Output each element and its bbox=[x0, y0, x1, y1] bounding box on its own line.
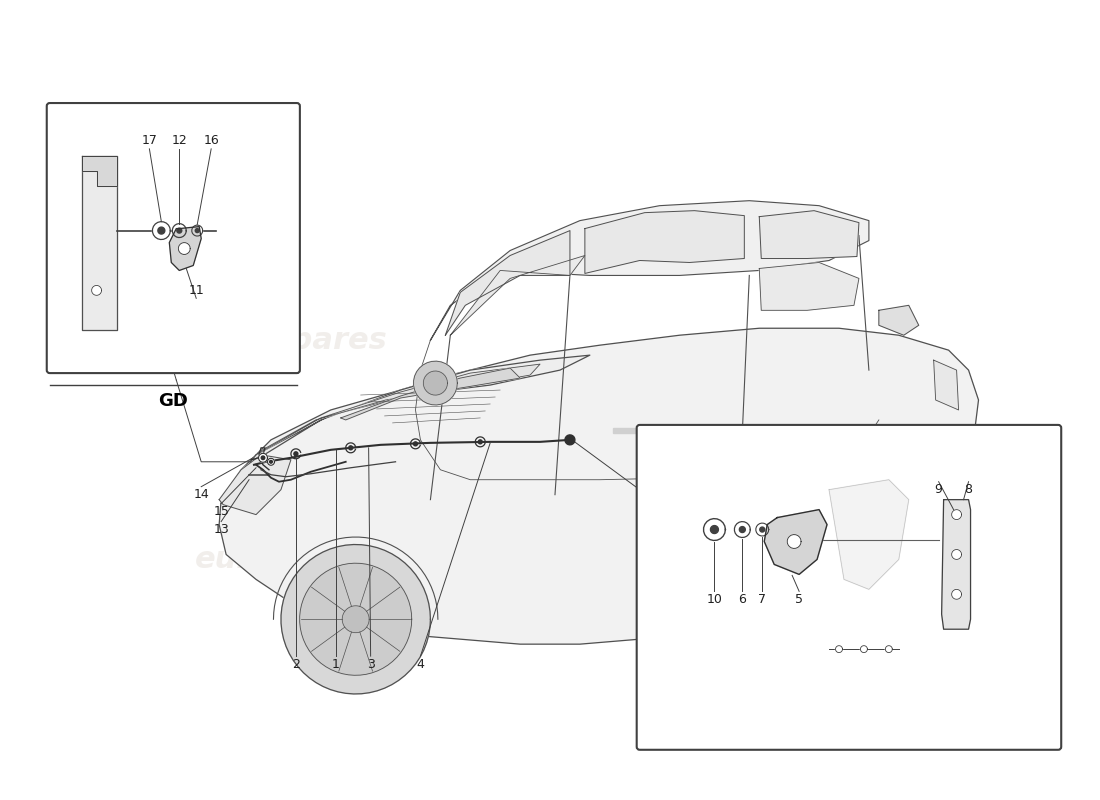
Polygon shape bbox=[342, 606, 370, 633]
Polygon shape bbox=[478, 440, 482, 444]
Polygon shape bbox=[760, 527, 764, 532]
Polygon shape bbox=[759, 262, 859, 310]
Polygon shape bbox=[788, 534, 801, 549]
Text: 6: 6 bbox=[738, 593, 746, 606]
Polygon shape bbox=[191, 225, 202, 236]
Polygon shape bbox=[414, 361, 458, 405]
Polygon shape bbox=[173, 224, 186, 238]
Text: 9: 9 bbox=[935, 483, 943, 496]
Polygon shape bbox=[280, 545, 430, 694]
Polygon shape bbox=[952, 510, 961, 519]
Polygon shape bbox=[739, 526, 746, 533]
Text: 16: 16 bbox=[204, 134, 219, 147]
Polygon shape bbox=[270, 460, 273, 463]
Text: 1: 1 bbox=[332, 658, 340, 670]
Polygon shape bbox=[794, 604, 824, 634]
Polygon shape bbox=[711, 526, 718, 534]
Polygon shape bbox=[219, 328, 979, 644]
Polygon shape bbox=[81, 156, 117, 330]
Text: 3: 3 bbox=[366, 658, 375, 670]
Polygon shape bbox=[196, 229, 199, 233]
Polygon shape bbox=[942, 500, 970, 630]
Polygon shape bbox=[349, 446, 353, 450]
Polygon shape bbox=[341, 368, 520, 420]
Polygon shape bbox=[725, 534, 894, 704]
Polygon shape bbox=[261, 456, 265, 459]
Text: 11: 11 bbox=[188, 284, 205, 297]
Polygon shape bbox=[414, 442, 418, 446]
Text: eurospares: eurospares bbox=[603, 246, 796, 275]
Text: 8: 8 bbox=[965, 483, 972, 496]
Polygon shape bbox=[158, 227, 165, 234]
Polygon shape bbox=[178, 242, 190, 254]
Text: 13: 13 bbox=[213, 523, 229, 536]
Polygon shape bbox=[585, 210, 745, 274]
Polygon shape bbox=[267, 458, 275, 466]
FancyBboxPatch shape bbox=[637, 425, 1062, 750]
Polygon shape bbox=[294, 452, 298, 456]
Polygon shape bbox=[299, 563, 411, 675]
Text: 10: 10 bbox=[706, 593, 723, 606]
Text: 17: 17 bbox=[142, 134, 157, 147]
Polygon shape bbox=[91, 286, 101, 295]
Polygon shape bbox=[430, 201, 869, 340]
Polygon shape bbox=[446, 230, 570, 335]
Polygon shape bbox=[81, 156, 117, 186]
Polygon shape bbox=[952, 550, 961, 559]
Text: eurospares: eurospares bbox=[653, 535, 846, 564]
FancyBboxPatch shape bbox=[47, 103, 300, 373]
Polygon shape bbox=[169, 226, 201, 270]
Polygon shape bbox=[756, 523, 769, 536]
Polygon shape bbox=[177, 228, 182, 233]
Text: 12: 12 bbox=[172, 134, 187, 147]
Polygon shape bbox=[221, 355, 590, 500]
Polygon shape bbox=[258, 454, 267, 462]
Polygon shape bbox=[219, 455, 290, 514]
Polygon shape bbox=[952, 590, 961, 599]
Polygon shape bbox=[886, 646, 892, 653]
Polygon shape bbox=[759, 210, 859, 258]
Text: 5: 5 bbox=[795, 593, 803, 606]
Text: eurospares: eurospares bbox=[195, 326, 387, 354]
Text: GD: GD bbox=[158, 392, 188, 410]
Polygon shape bbox=[829, 480, 909, 590]
Polygon shape bbox=[764, 510, 827, 574]
Polygon shape bbox=[879, 306, 918, 335]
Polygon shape bbox=[746, 556, 872, 682]
Text: 2: 2 bbox=[292, 658, 300, 670]
Polygon shape bbox=[934, 360, 958, 410]
Polygon shape bbox=[613, 428, 647, 433]
Polygon shape bbox=[836, 646, 843, 653]
Text: eurospares: eurospares bbox=[195, 545, 387, 574]
Polygon shape bbox=[704, 518, 725, 541]
Text: 15: 15 bbox=[213, 505, 229, 518]
Text: 14: 14 bbox=[194, 488, 209, 501]
Polygon shape bbox=[860, 646, 868, 653]
Text: 4: 4 bbox=[417, 658, 425, 670]
Text: 7: 7 bbox=[758, 593, 767, 606]
Polygon shape bbox=[735, 522, 750, 538]
Polygon shape bbox=[153, 222, 170, 239]
Polygon shape bbox=[565, 435, 575, 445]
Polygon shape bbox=[424, 371, 448, 395]
Polygon shape bbox=[450, 255, 585, 335]
Polygon shape bbox=[256, 364, 540, 455]
